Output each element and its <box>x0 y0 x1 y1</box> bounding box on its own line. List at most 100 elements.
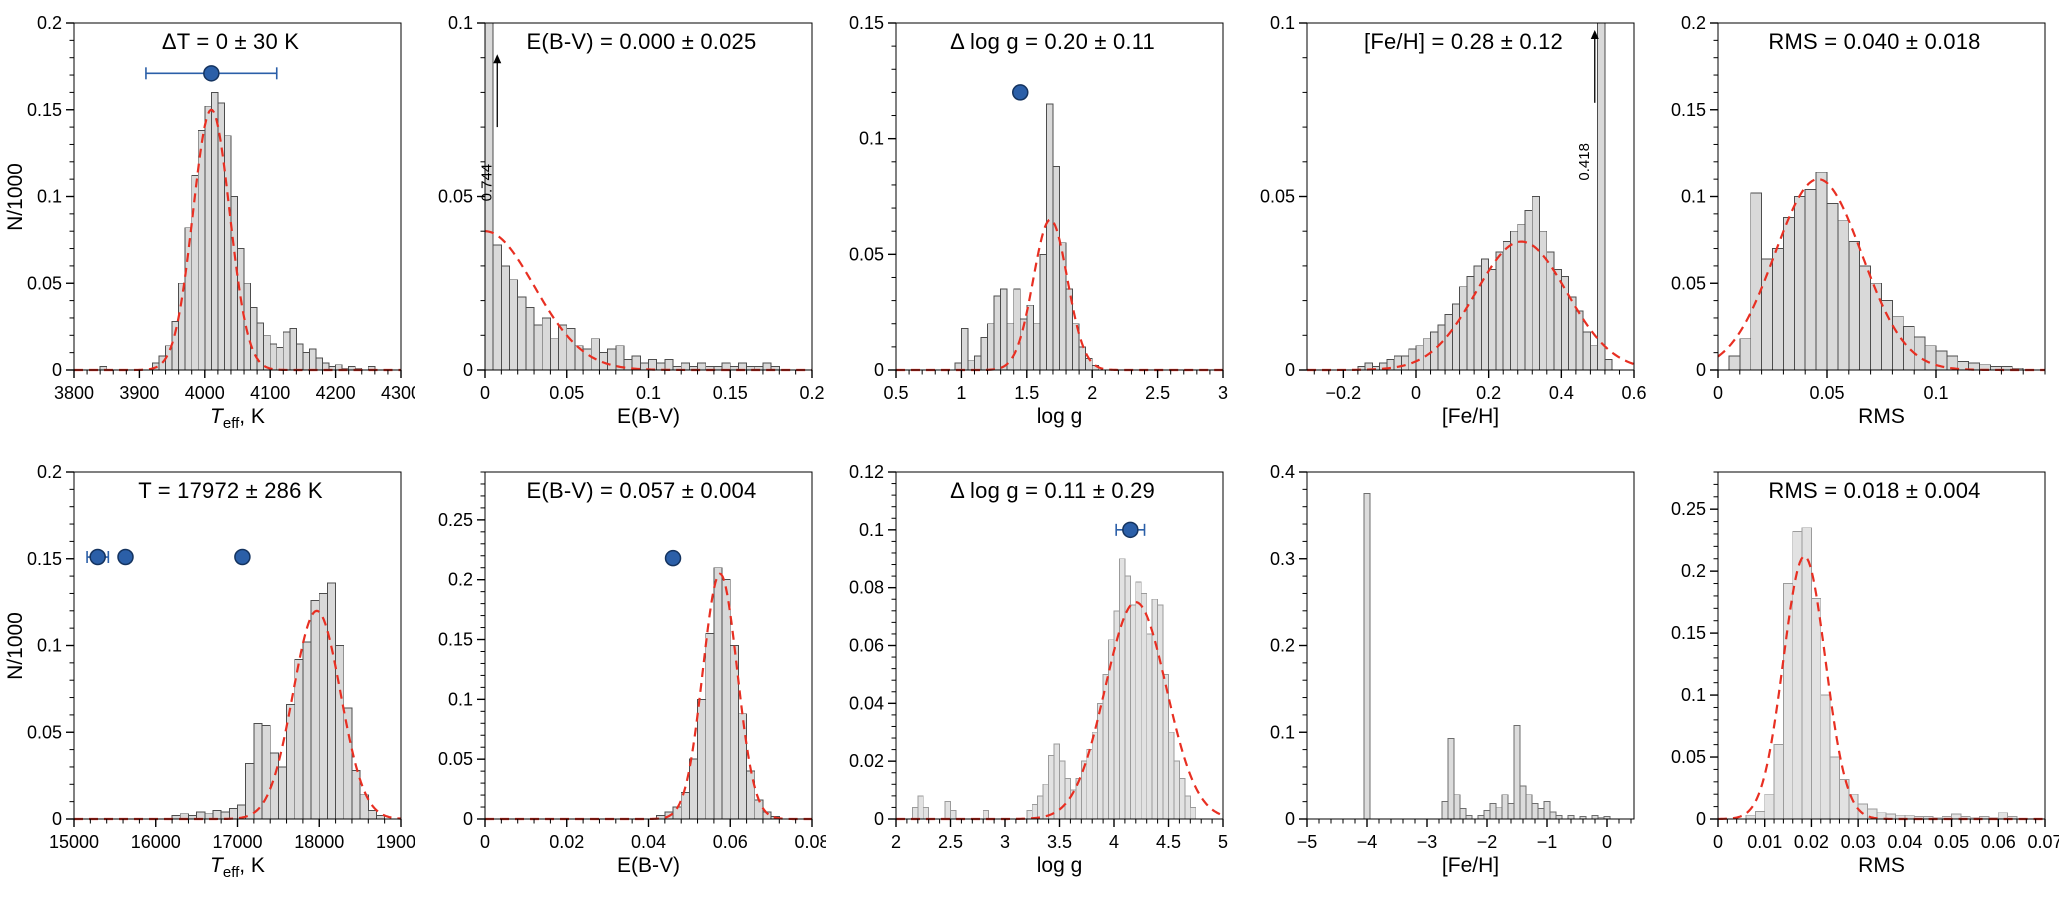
x-axis-label-text: log g <box>1036 405 1083 428</box>
svg-text:0.15: 0.15 <box>438 630 473 650</box>
svg-text:3: 3 <box>1000 832 1010 852</box>
svg-text:0.1: 0.1 <box>448 13 473 33</box>
panel-ebv-bottom: 0 0.02 0.04 0.06 0.08 0 0.05 0.1 0.15 0.2 0.25 E(B… <box>419 454 826 895</box>
svg-text:0: 0 <box>1411 383 1421 403</box>
x-axis-label-text: E(B-V) <box>617 854 680 877</box>
svg-text:4100: 4100 <box>250 383 290 403</box>
clipped-bin-annotation: 0.744 <box>478 54 502 201</box>
svg-text:0.1: 0.1 <box>1923 383 1948 403</box>
histogram-plot-feh-top: −0.2 0 0.2 0.4 0.6 0 0.05 0.1 0.418 <box>1260 13 1647 403</box>
histogram-bars <box>171 582 386 820</box>
svg-text:0.25: 0.25 <box>1671 499 1706 519</box>
svg-text:0: 0 <box>1713 383 1723 403</box>
svg-text:0.2: 0.2 <box>448 570 473 590</box>
panel-rms-bottom: 0 0.01 0.02 0.03 0.04 0.05 0.06 0.07 0 0.05 0.1 0.1… <box>1652 454 2059 895</box>
svg-text:4.5: 4.5 <box>1156 832 1181 852</box>
x-axis-label: RMS <box>1718 854 2045 881</box>
x-axis-label: Teff, K <box>74 854 401 881</box>
svg-text:0.1: 0.1 <box>1681 187 1706 207</box>
svg-text:0.12: 0.12 <box>849 462 884 482</box>
histogram-plot-ebv-top: 0 0.05 0.1 0.15 0.2 0 0.05 0.1 0.744 <box>438 13 825 403</box>
svg-text:0.07: 0.07 <box>2027 832 2059 852</box>
svg-text:4200: 4200 <box>316 383 356 403</box>
x-axis-label-sub: eff <box>222 415 240 433</box>
axes: 0 0.05 0.1 0 0.05 0.1 0.15 0.2 <box>1671 13 2046 403</box>
panel-feh-top: −0.2 0 0.2 0.4 0.6 0 0.05 0.1 0.418 [Fe/H] = 0.2… <box>1241 5 1648 446</box>
measured-value-marker <box>664 549 682 567</box>
svg-text:0.25: 0.25 <box>438 510 473 530</box>
svg-text:2: 2 <box>1087 383 1097 403</box>
y-axis-label-text: N/1000 <box>4 162 27 231</box>
x-axis-label-post: , K <box>239 854 265 877</box>
svg-text:0.2: 0.2 <box>799 383 824 403</box>
panel-delta-logg-bottom: 2 2.5 3 3.5 4 4.5 5 0 0.02 0.04 0.06 0.08 0.1 0.12 Δ … <box>830 454 1237 895</box>
panel-rms-top: 0 0.05 0.1 0 0.05 0.1 0.15 0.2 RMS = 0.040 ± 0.… <box>1652 5 2059 446</box>
svg-text:0.15: 0.15 <box>849 13 884 33</box>
histogram-plot-rms-bottom: 0 0.01 0.02 0.03 0.04 0.05 0.06 0.07 0 0.05 0.1 0.1… <box>1671 471 2059 852</box>
x-axis-label: log g <box>896 854 1223 881</box>
x-axis-label-text: E(B-V) <box>617 405 680 428</box>
svg-text:0: 0 <box>1696 360 1706 380</box>
x-axis-label: log g <box>896 405 1223 432</box>
svg-text:2.5: 2.5 <box>1145 383 1170 403</box>
axes: −5 −4 −3 −2 −1 0 0 0.1 0.2 0.3 0.4 <box>1270 462 1635 852</box>
svg-text:0.3: 0.3 <box>1270 549 1295 569</box>
x-axis-label: Teff, K <box>74 405 401 432</box>
gaussian-fit-curve <box>485 572 812 821</box>
svg-text:0.04: 0.04 <box>631 832 666 852</box>
measured-value-marker <box>86 548 110 566</box>
gaussian-fit-curve <box>1717 555 2045 821</box>
histogram-plot-feh-bottom: −5 −4 −3 −2 −1 0 0 0.1 0.2 0.3 0.4 <box>1270 462 1635 852</box>
axes: −0.2 0 0.2 0.4 0.6 0 0.05 0.1 <box>1260 13 1647 403</box>
axes: 0 0.01 0.02 0.03 0.04 0.05 0.06 0.07 0 0.05 0.1 0.1… <box>1671 471 2059 852</box>
axes: 0 0.05 0.1 0.15 0.2 0 0.05 0.1 <box>438 13 825 403</box>
svg-text:0.2: 0.2 <box>37 462 62 482</box>
x-axis-label-post: , K <box>239 405 265 428</box>
svg-text:17000: 17000 <box>212 832 262 852</box>
x-axis-label-text: T <box>210 405 223 428</box>
x-axis-label-text: [Fe/H] <box>1441 405 1500 428</box>
panel-feh-bottom: −5 −4 −3 −2 −1 0 0 0.1 0.2 0.3 0.4 [Fe/H] <box>1241 454 1648 895</box>
histogram-bars <box>1357 22 1613 371</box>
svg-text:16000: 16000 <box>131 832 181 852</box>
svg-text:0: 0 <box>463 360 473 380</box>
svg-text:4: 4 <box>1109 832 1119 852</box>
svg-text:1: 1 <box>956 383 966 403</box>
x-axis-label-text: T <box>210 854 223 877</box>
svg-text:0.15: 0.15 <box>27 100 62 120</box>
svg-text:0.06: 0.06 <box>1981 832 2016 852</box>
measured-value-marker <box>234 548 251 566</box>
histogram-bars <box>1745 527 2018 820</box>
svg-text:0.2: 0.2 <box>1681 561 1706 581</box>
svg-text:0.05: 0.05 <box>27 722 62 742</box>
svg-text:0: 0 <box>480 832 490 852</box>
gaussian-fit-curve <box>1717 178 2045 372</box>
panel-ebv-top: 0 0.05 0.1 0.15 0.2 0 0.05 0.1 0.744 E(B-V) = 0.… <box>419 5 826 446</box>
svg-text:0.05: 0.05 <box>438 749 473 769</box>
svg-text:0: 0 <box>1285 360 1295 380</box>
svg-text:−3: −3 <box>1417 832 1438 852</box>
svg-text:3900: 3900 <box>119 383 159 403</box>
axes: 2 2.5 3 3.5 4 4.5 5 0 0.02 0.04 0.06 0.08 0.1 0.12 <box>849 462 1228 852</box>
panel-delta-logg-top: 0.5 1 1.5 2 2.5 3 0 0.05 0.1 0.15 Δ log g = 0.20 … <box>830 5 1237 446</box>
svg-text:0.02: 0.02 <box>849 751 884 771</box>
svg-text:0.1: 0.1 <box>1270 13 1295 33</box>
svg-text:3: 3 <box>1218 383 1228 403</box>
clipped-bin-annotation: 0.418 <box>1576 29 1599 181</box>
histogram-bars <box>911 558 1197 820</box>
x-axis-label: [Fe/H] <box>1307 854 1634 881</box>
svg-text:0.04: 0.04 <box>1887 832 1922 852</box>
svg-text:0: 0 <box>874 809 884 829</box>
svg-text:0.06: 0.06 <box>849 636 884 656</box>
y-axis-label-text: N/1000 <box>4 611 27 680</box>
svg-text:0.08: 0.08 <box>794 832 826 852</box>
y-axis-label: N/1000 <box>4 472 27 819</box>
gaussian-fit-curve <box>896 601 1224 821</box>
y-axis-label: N/1000 <box>4 23 27 370</box>
svg-text:−1: −1 <box>1537 832 1558 852</box>
histogram-plot-delta-logg-top: 0.5 1 1.5 2 2.5 3 0 0.05 0.1 0.15 <box>849 13 1228 403</box>
svg-text:0.02: 0.02 <box>1794 832 1829 852</box>
